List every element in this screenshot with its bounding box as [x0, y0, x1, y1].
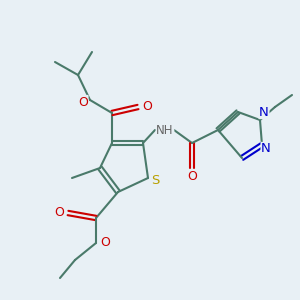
Text: O: O — [187, 170, 197, 184]
Text: O: O — [100, 236, 110, 250]
Text: S: S — [151, 173, 159, 187]
Text: O: O — [78, 95, 88, 109]
Text: O: O — [142, 100, 152, 113]
Text: O: O — [54, 206, 64, 220]
Text: N: N — [261, 142, 271, 155]
Text: N: N — [259, 106, 269, 118]
Text: NH: NH — [156, 124, 174, 136]
